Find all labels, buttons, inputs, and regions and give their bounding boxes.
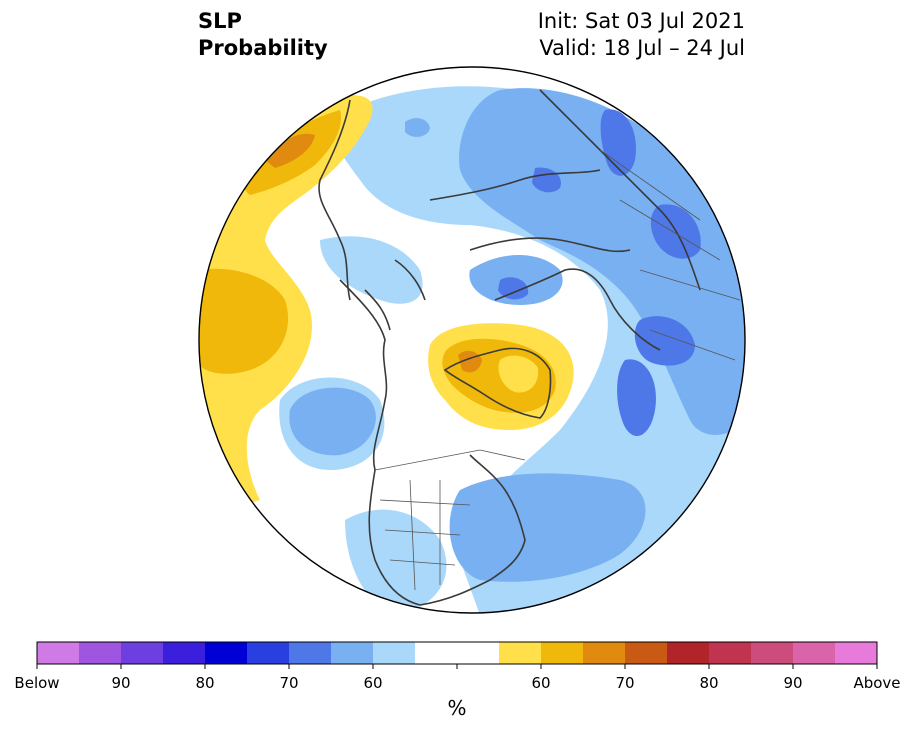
- medium-blue-region: [405, 118, 430, 137]
- colorbar-cell: [37, 642, 79, 664]
- init-date-label: Init: Sat 03 Jul 2021: [537, 9, 745, 33]
- medium-blue-region: [449, 473, 646, 582]
- colorbar-cell: [331, 642, 373, 664]
- colorbar-cell: [247, 642, 289, 664]
- colorbar-cell: [625, 642, 667, 664]
- colorbar-cell: [667, 642, 709, 664]
- variable-label: SLP: [198, 9, 242, 33]
- political-borders: [374, 149, 741, 591]
- medium-blue-region: [289, 387, 376, 456]
- colorbar-cell: [835, 642, 877, 664]
- colorbar-cell: [205, 642, 247, 664]
- dark-blue-region: [634, 316, 695, 366]
- colorbar-tick-label: 90: [111, 674, 131, 692]
- colorbar-cell: [415, 642, 499, 664]
- probability-field: [199, 67, 745, 613]
- map-title-right: Init: Sat 03 Jul 2021 Valid: 18 Jul – 24…: [538, 8, 745, 62]
- colorbar-tick-label: 70: [279, 674, 299, 692]
- colorbar-cell: [373, 642, 415, 664]
- colorbar-tick-label: 90: [783, 674, 803, 692]
- colorbar-tick-label: Above: [853, 674, 901, 692]
- colorbar-cell: [793, 642, 835, 664]
- colorbar-tick-label: Below: [14, 674, 60, 692]
- coastlines: [318, 89, 701, 606]
- colorbar-cell: [499, 642, 541, 664]
- colorbar-tick-label: 80: [699, 674, 719, 692]
- colorbar: [36, 641, 878, 669]
- product-label: Probability: [198, 36, 328, 60]
- colorbar-cells: [37, 642, 877, 664]
- colorbar-tick-label: 80: [195, 674, 215, 692]
- polar-map: [198, 66, 746, 614]
- colorbar-tick-label: 60: [363, 674, 383, 692]
- dark-blue-region: [617, 359, 656, 437]
- globe-boundary: [198, 66, 746, 614]
- colorbar-cell: [709, 642, 751, 664]
- colorbar-cell: [289, 642, 331, 664]
- dark-blue-region: [498, 277, 529, 300]
- colorbar-cell: [163, 642, 205, 664]
- colorbar-cell: [583, 642, 625, 664]
- colorbar-cell: [121, 642, 163, 664]
- colorbar-tick-label: 60: [531, 674, 551, 692]
- valid-range-label: Valid: 18 Jul – 24 Jul: [539, 36, 745, 60]
- colorbar-tick-label: 70: [615, 674, 635, 692]
- colorbar-unit-label: %: [447, 696, 467, 720]
- colorbar-cell: [79, 642, 121, 664]
- light-blue-region: [320, 236, 423, 304]
- colorbar-ticks: [36, 664, 878, 669]
- map-title-left: SLP Probability: [198, 8, 328, 62]
- above-normal-strong-region: [199, 268, 289, 374]
- above-normal-region: [498, 355, 539, 393]
- colorbar-cell: [541, 642, 583, 664]
- above-normal-orange-region: [265, 133, 315, 168]
- colorbar-cell: [751, 642, 793, 664]
